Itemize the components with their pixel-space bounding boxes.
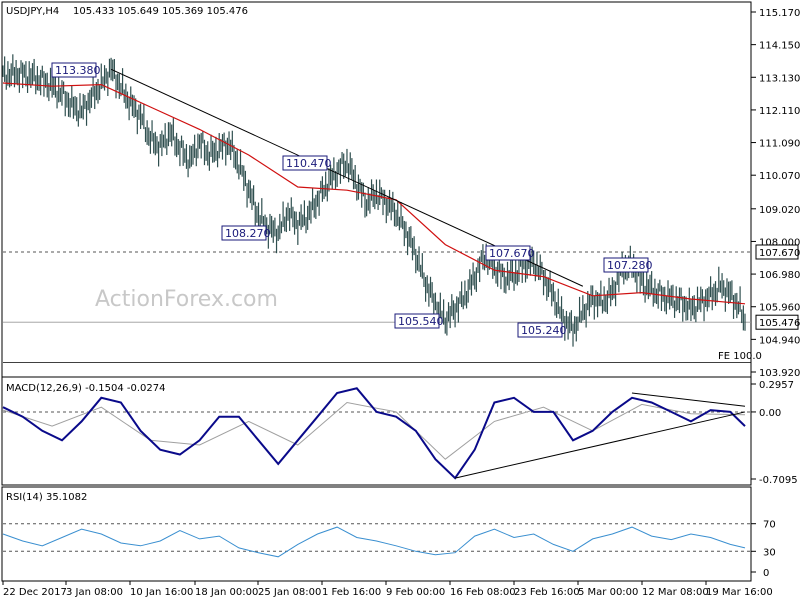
x-tick-label: 22 Dec 2017 — [3, 587, 67, 598]
fe-label: FE 100.0 — [718, 351, 762, 362]
y-tick-label: 103.920 — [759, 368, 800, 379]
level-price-label: 107.670 — [759, 248, 800, 259]
price-annotation-box — [517, 322, 563, 338]
price-annotation-label: 110.470 — [286, 157, 332, 170]
x-tick-label: 3 Jan 08:00 — [66, 587, 123, 598]
price-annotation-label: 113.380 — [55, 64, 101, 77]
rsi-y-tick-label: 30 — [763, 547, 776, 558]
x-tick-label: 10 Jan 16:00 — [130, 587, 193, 598]
price-annotation-label: 105.540 — [398, 315, 444, 328]
y-tick-label: 111.090 — [759, 139, 800, 150]
main-series — [2, 54, 751, 363]
y-tick-label: 105.960 — [759, 303, 800, 314]
x-tick-label: 9 Feb 00:00 — [386, 587, 445, 598]
macd-line — [2, 387, 746, 480]
y-tick-label: 108.000 — [759, 237, 800, 248]
y-tick-label: 109.020 — [759, 205, 800, 216]
watermark: ActionForex.com — [95, 287, 278, 312]
y-tick-label: 115.170 — [759, 8, 800, 19]
macd-trend-lower — [454, 411, 746, 479]
price-annotation-box — [485, 245, 531, 261]
price-annotation-label: 107.670 — [489, 247, 535, 260]
x-tick-label: 1 Feb 16:00 — [322, 587, 381, 598]
y-tick-label: 114.150 — [759, 41, 800, 52]
current-price-label: 105.476 — [759, 318, 800, 329]
ohlc-header: 105.433 105.649 105.369 105.476 — [73, 6, 248, 17]
macd-trend-upper — [631, 392, 746, 407]
rsi-y-tick-label: 70 — [763, 520, 776, 531]
price-annotation-label: 105.240 — [521, 324, 567, 337]
y-tick-label: 110.070 — [759, 171, 800, 182]
price-annotation-box — [282, 155, 328, 171]
y-tick-label: 113.130 — [759, 73, 800, 84]
price-annotation-box — [603, 257, 649, 273]
price-annotation-box — [394, 313, 440, 329]
chart-symbol: USDJPY,H4 — [6, 6, 59, 17]
current-price-label-box — [755, 314, 799, 330]
macd-y-tick-label: 0.00 — [759, 408, 781, 419]
price-annotation-label: 108.270 — [225, 227, 271, 240]
x-tick-label: 18 Jan 00:00 — [195, 587, 258, 598]
rsi-line — [2, 526, 746, 558]
macd-y-tick-label: 0.2957 — [759, 380, 794, 391]
price-annotation-label: 107.280 — [607, 259, 653, 272]
x-tick-label: 19 Mar 16:00 — [706, 587, 773, 598]
price-annotation-box — [221, 225, 267, 241]
x-tick-label: 5 Mar 00:00 — [578, 587, 638, 598]
x-tick-label: 12 Mar 08:00 — [642, 587, 709, 598]
rsi-panel — [1, 486, 752, 582]
macd-series — [2, 387, 751, 480]
axes: 115.170 114.150 113.130 112.110 111.090 110.0… — [2, 8, 800, 598]
price-annotation-box — [51, 62, 97, 78]
rsi-series — [2, 523, 751, 558]
y-tick-label: 112.110 — [759, 106, 800, 117]
level-price-label-box — [755, 244, 799, 260]
macd-y-tick-label: -0.7095 — [759, 475, 798, 486]
macd-title: MACD(12,26,9) -0.1504 -0.0274 — [6, 383, 166, 394]
x-tick-label: 25 Jan 08:00 — [258, 587, 321, 598]
moving-average-line — [2, 82, 746, 305]
macd-panel — [1, 376, 752, 486]
y-tick-label: 104.940 — [759, 335, 800, 346]
annotations: 113.380 110.470 108.270 107.670 107.280 105.5… — [51, 62, 653, 338]
x-tick-label: 23 Feb 16:00 — [514, 587, 580, 598]
y-tick-label: 106.980 — [759, 270, 800, 281]
rsi-y-tick-label: 0 — [763, 568, 769, 579]
x-tick-label: 16 Feb 08:00 — [450, 587, 516, 598]
rsi-title: RSI(14) 35.1082 — [6, 492, 87, 503]
